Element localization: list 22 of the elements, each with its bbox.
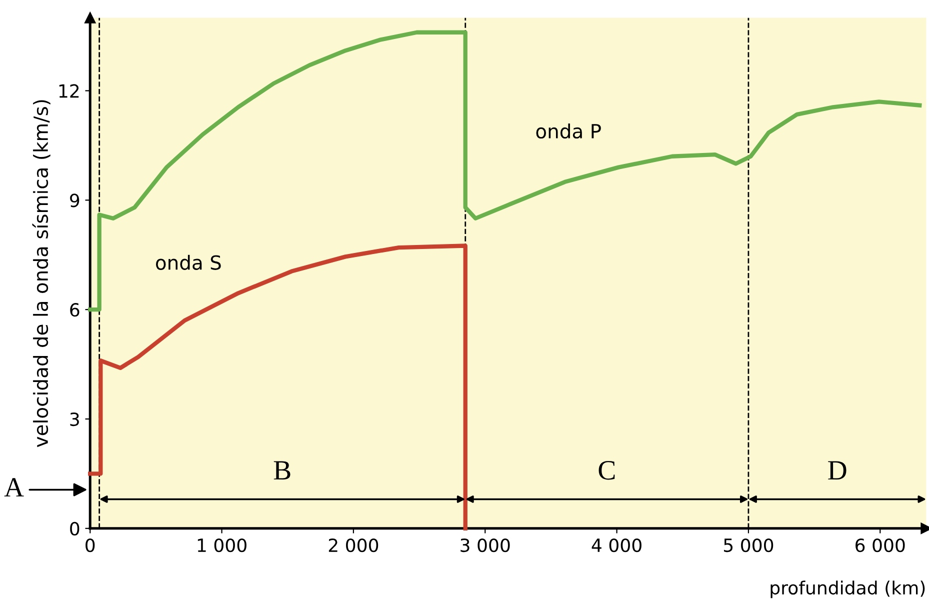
text: A <box>4 478 24 496</box>
series-label: onda P <box>536 124 601 139</box>
line-series <box>88 244 468 530</box>
line-series <box>88 30 922 312</box>
annotation: C <box>598 461 615 480</box>
x-axis-title: profundidad (km) <box>770 580 925 598</box>
y-tick-label: 12 <box>59 84 79 98</box>
y-tick-label: 0 <box>70 522 80 536</box>
y-axis-title: velocidad de la onda sísmica (km/s) <box>32 100 50 448</box>
y-tick-label: 3 <box>70 412 79 426</box>
x-tick-label: 4 000 <box>592 538 642 552</box>
x-tick-label: 2 000 <box>328 538 378 552</box>
x-tick-label: 1 000 <box>198 538 246 552</box>
annotation: D <box>828 461 846 480</box>
series-label: onda S <box>156 254 221 270</box>
x-tick-label: 5 000 <box>724 538 774 552</box>
x-tick-label: 0 <box>86 538 95 552</box>
x-tick-label: 3 000 <box>460 538 510 552</box>
y-tick-label: 6 <box>70 303 80 317</box>
x-tick-label: 6 000 <box>856 538 905 552</box>
annotation: B <box>274 461 290 480</box>
y-tick-label: 9 <box>70 194 80 208</box>
